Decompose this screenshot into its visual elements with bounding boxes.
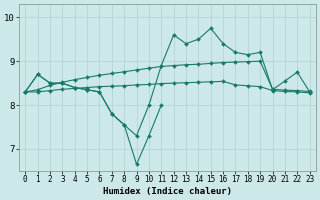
X-axis label: Humidex (Indice chaleur): Humidex (Indice chaleur) xyxy=(103,187,232,196)
